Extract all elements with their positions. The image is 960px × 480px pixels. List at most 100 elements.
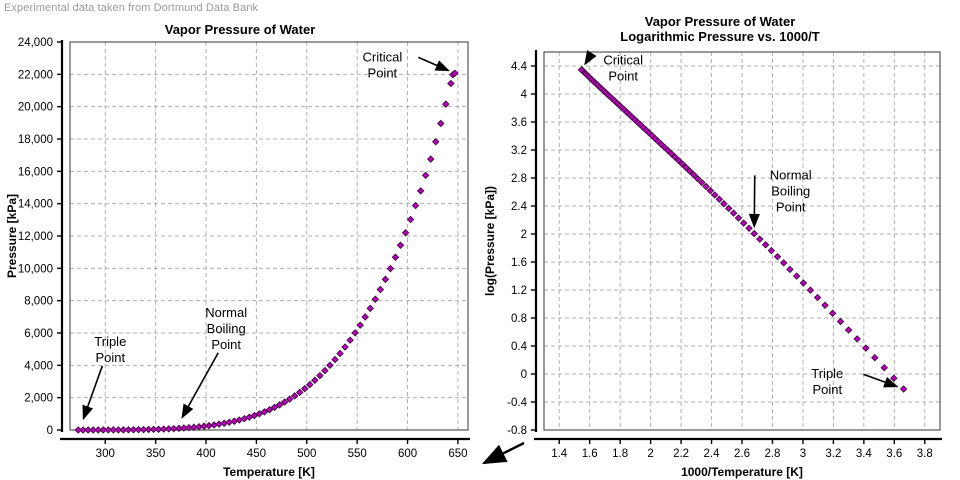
data-point [689,171,698,179]
annotation-arrow [584,50,597,66]
data-point [871,353,879,362]
data-point [280,398,289,406]
data-series [577,66,908,393]
data-point [678,160,687,168]
x-tick-label: 500 [297,448,316,460]
y-tick-label: 12,000 [18,231,53,243]
data-point [376,285,385,294]
x-tick-label: 2 [647,448,653,460]
data-point [711,191,719,199]
data-point [693,174,702,183]
gridlines [544,52,940,431]
data-point [442,100,450,108]
x-tick-label: 600 [398,448,417,460]
data-point [381,275,390,284]
x-tick-label: 350 [146,448,165,460]
data-point [421,171,430,180]
data-point [104,426,113,434]
data-point [154,425,163,433]
data-point [311,376,319,384]
data-point [836,317,845,326]
y-tick-label: 0 [47,425,53,437]
data-point [786,265,794,274]
x-tick-label: 3.8 [917,448,933,460]
data-point [821,301,829,309]
y-tick-label: 22,000 [18,69,53,81]
data-point [129,426,138,434]
annotations: CriticalPointNormalBoilingPointTriplePoi… [82,49,450,421]
annotation-label: Critical [362,49,402,64]
x-tick-label: 450 [247,448,266,460]
data-point [880,363,888,372]
axes [534,50,942,441]
annotation-label: Point [608,69,638,84]
annotations: CriticalPointNormalBoilingPointTriplePoi… [584,50,899,397]
data-point [356,321,364,329]
data-point [702,182,710,191]
annotation-label: Triple [94,334,126,349]
data-point [159,425,168,433]
data-point [674,156,683,165]
y-axis-title: Pressure [kPa] [5,194,19,278]
data-point [756,235,764,243]
y-tick-label: 8,000 [24,296,53,308]
x-tick-label: 2.2 [673,448,689,460]
data-point [215,420,223,428]
data-point [346,336,354,344]
data-point [706,186,715,195]
data-point [451,69,459,78]
annotation-label: Critical [603,53,643,68]
data-point [114,426,123,434]
data-series [74,69,459,434]
x-tick-label: 2.6 [734,448,750,460]
data-point [149,425,158,434]
data-point [84,426,92,434]
y-tick-label: 3.2 [511,145,527,157]
data-point [265,405,274,414]
source-caption: Experimental data taken from Dortmund Da… [4,2,259,14]
data-point [301,384,309,393]
y-tick-label: 24,000 [18,37,53,49]
data-point [336,349,344,358]
data-point [386,264,395,273]
x-tick-label: 3.6 [886,448,902,460]
chart-panel-logarithmic: Vapor Pressure of Water Logarithmic Pres… [480,0,960,480]
y-tick-label: 1.2 [511,285,527,297]
data-point [361,313,369,321]
data-point [734,214,743,222]
x-tick-label: 3 [800,448,806,460]
data-point [806,286,815,294]
x-tick-label: 1.8 [612,448,628,460]
annotation-label: Point [211,337,241,352]
annotation-label: Point [776,199,806,214]
data-point [326,361,334,369]
data-point [79,426,87,434]
y-tick-label: 10,000 [18,263,53,275]
plot-area-logarithmic: -0.8 -0.4 0 0.4 0.8 1.2 1.6 2 2.4 2.8 3.2 3.6 4 4.4 1.… [483,50,942,479]
data-point [396,241,405,250]
data-point [686,167,694,175]
data-point [844,326,853,334]
data-point [220,419,228,428]
data-point [432,138,440,146]
annotation-arrow [82,365,104,421]
data-point [316,371,324,380]
data-point [739,219,748,227]
annotation-label: Point [812,382,842,397]
y-tick-label: 2,000 [24,393,53,405]
annotation-arrow [863,373,899,388]
x-tick-label: 2.8 [764,448,780,460]
data-point [230,417,238,425]
data-point [411,201,420,210]
data-point [165,425,173,433]
y-tick-label: 2 [521,229,527,241]
y-tick-label: -0.4 [507,397,527,409]
plot-frame [543,51,941,431]
data-point [401,228,410,237]
data-point [853,335,861,343]
data-point [285,395,294,403]
x-tick-label: 3.2 [825,448,841,460]
